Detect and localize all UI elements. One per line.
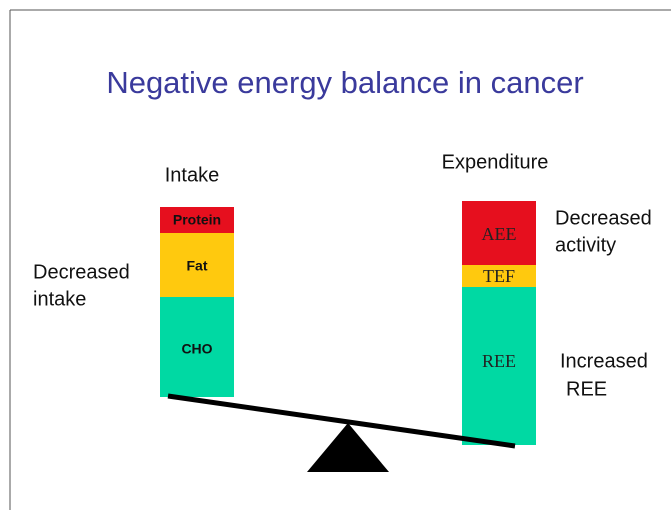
- aee-block: [462, 201, 536, 265]
- segment-label: REE: [482, 351, 516, 371]
- segment-label: AEE: [482, 224, 517, 244]
- title: Negative energy balance in cancer: [106, 65, 583, 100]
- fulcrum: [307, 423, 389, 472]
- note: REE: [566, 378, 607, 400]
- balance-beam: [167, 393, 516, 449]
- note: Increased: [560, 350, 648, 372]
- segment-label: CHO: [181, 341, 212, 357]
- note: activity: [555, 234, 616, 256]
- protein-block: [160, 207, 234, 233]
- ree-block: [462, 287, 536, 445]
- segment-label: Fat: [187, 258, 208, 274]
- note: Decreased: [33, 261, 130, 283]
- expenditure-heading: Expenditure: [442, 151, 549, 173]
- cho-block: [160, 297, 234, 397]
- intake-heading: Intake: [165, 164, 219, 186]
- fat-block: [160, 233, 234, 297]
- note: intake: [33, 288, 86, 310]
- segment-label: TEF: [483, 266, 515, 286]
- note: Decreased: [555, 207, 652, 229]
- segment-label: Protein: [173, 212, 221, 228]
- tef-block: [462, 265, 536, 287]
